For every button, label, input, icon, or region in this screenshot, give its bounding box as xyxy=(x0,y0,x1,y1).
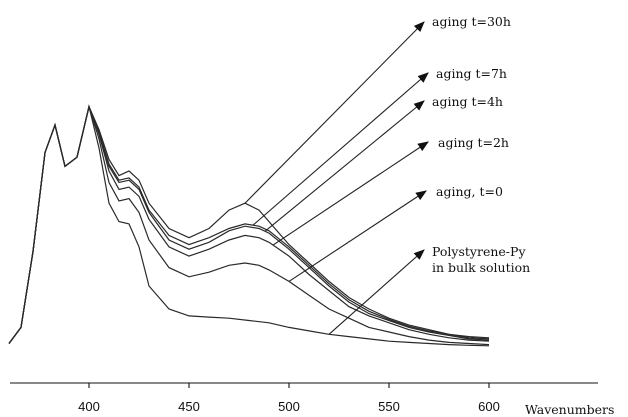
annotation-label: aging t=4h xyxy=(432,94,503,109)
series-line-5 xyxy=(8,106,490,347)
annotation-label: aging t=2h xyxy=(438,135,509,150)
annotation-arrow xyxy=(252,72,429,226)
x-tick-label: 450 xyxy=(178,399,200,414)
x-tick-label: 600 xyxy=(478,399,500,414)
spectrum-curves xyxy=(8,104,490,347)
x-axis: 400 450 500 550 600 xyxy=(10,382,598,414)
annotation-label: aging t=30h xyxy=(432,14,511,29)
curve-annotations: aging t=30h aging t=7h aging t=4h aging t=2… xyxy=(244,14,530,335)
annotation-label: Polystyrene-Py xyxy=(432,244,526,259)
annotation-arrow xyxy=(244,21,425,204)
annotation-arrow xyxy=(272,141,429,246)
annotation-label: aging, t=0 xyxy=(436,184,503,199)
x-tick-label: 500 xyxy=(278,399,300,414)
x-tick-label: 550 xyxy=(378,399,400,414)
annotation-arrow xyxy=(288,190,427,282)
annotation-arrow xyxy=(328,249,425,335)
annotation-label-line2: in bulk solution xyxy=(432,260,530,275)
x-axis-label: Wavenumbers xyxy=(525,402,614,417)
annotation-label: aging t=7h xyxy=(436,66,507,81)
x-tick-label: 400 xyxy=(78,399,100,414)
annotation-arrow xyxy=(264,100,425,232)
